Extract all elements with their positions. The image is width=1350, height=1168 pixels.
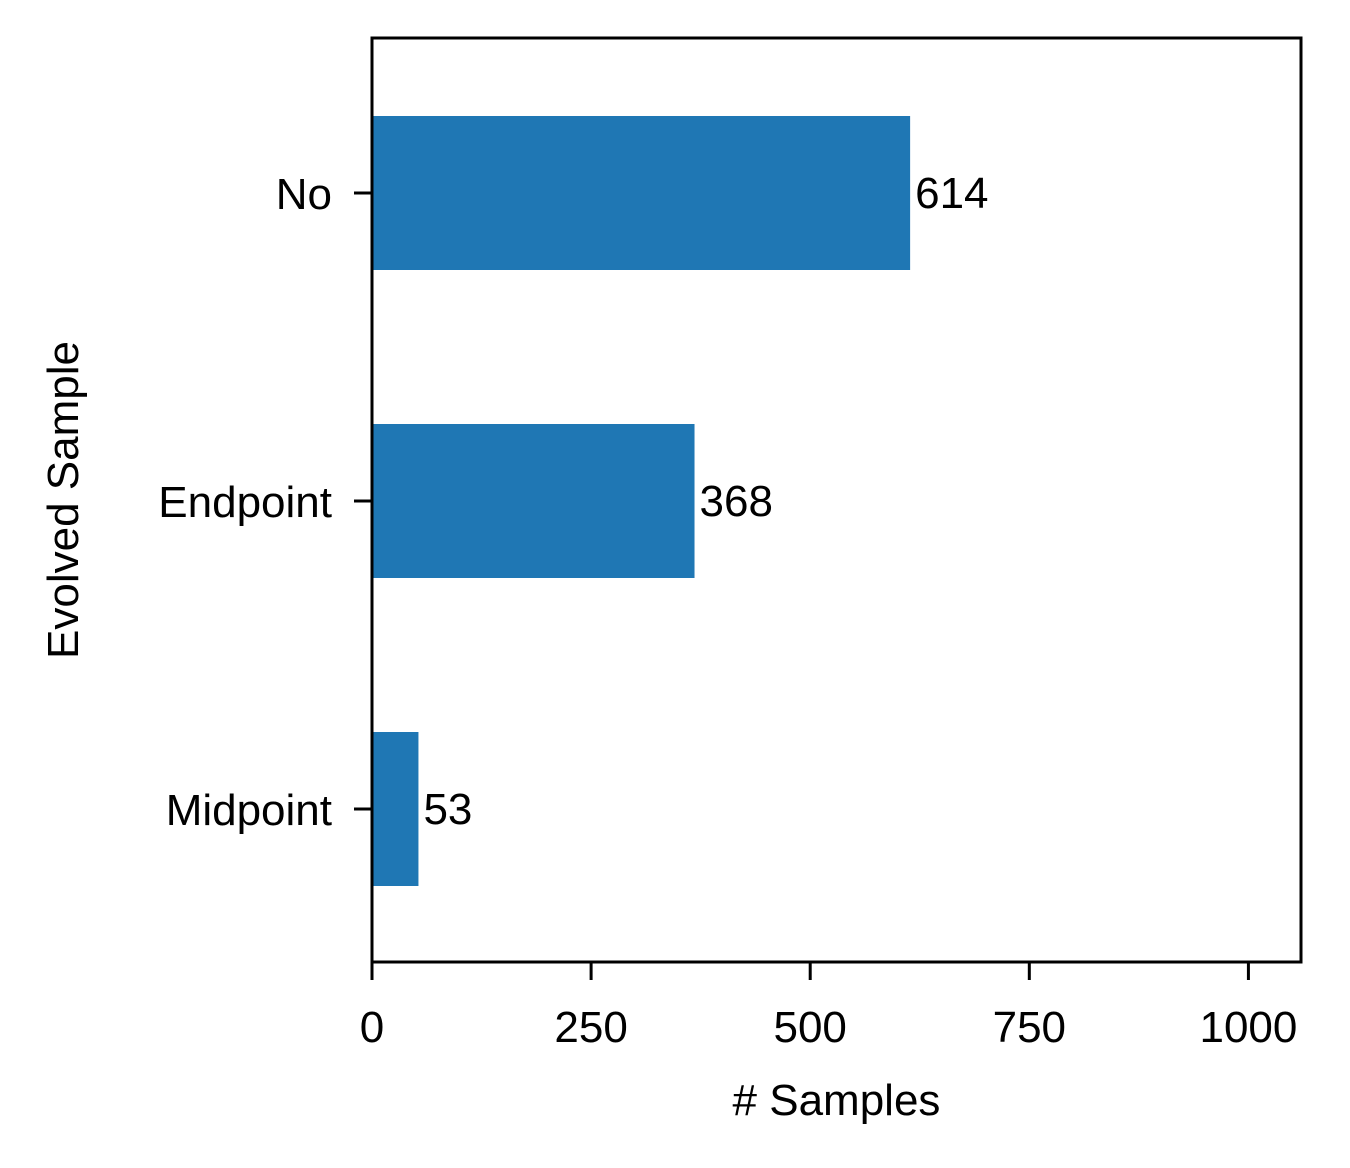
x-tick-label-0: 0 — [360, 1003, 384, 1052]
data-label-endpoint: 368 — [700, 477, 773, 526]
data-label-midpoint: 53 — [423, 785, 472, 834]
x-axis-title: # Samples — [733, 1076, 941, 1125]
x-axis-ticks: 0 250 500 750 1000 — [360, 962, 1297, 1052]
y-axis-title: Evolved Sample — [39, 341, 88, 659]
x-tick-label-1000: 1000 — [1199, 1003, 1297, 1052]
x-tick-label-750: 750 — [993, 1003, 1066, 1052]
data-label-no: 614 — [915, 169, 988, 218]
y-tick-label-midpoint: Midpoint — [166, 786, 332, 835]
y-axis-ticks: No Endpoint Midpoint — [158, 170, 372, 835]
bar-endpoint — [372, 424, 695, 578]
data-labels-layer: 614 368 53 — [423, 169, 988, 834]
x-tick-label-500: 500 — [773, 1003, 846, 1052]
bar-no — [372, 116, 911, 270]
plot-frame — [370, 36, 1303, 964]
y-tick-label-endpoint: Endpoint — [158, 478, 332, 527]
bar-midpoint — [372, 732, 419, 886]
y-tick-label-no: No — [276, 170, 332, 219]
x-tick-label-250: 250 — [554, 1003, 627, 1052]
bars-layer — [372, 116, 911, 886]
